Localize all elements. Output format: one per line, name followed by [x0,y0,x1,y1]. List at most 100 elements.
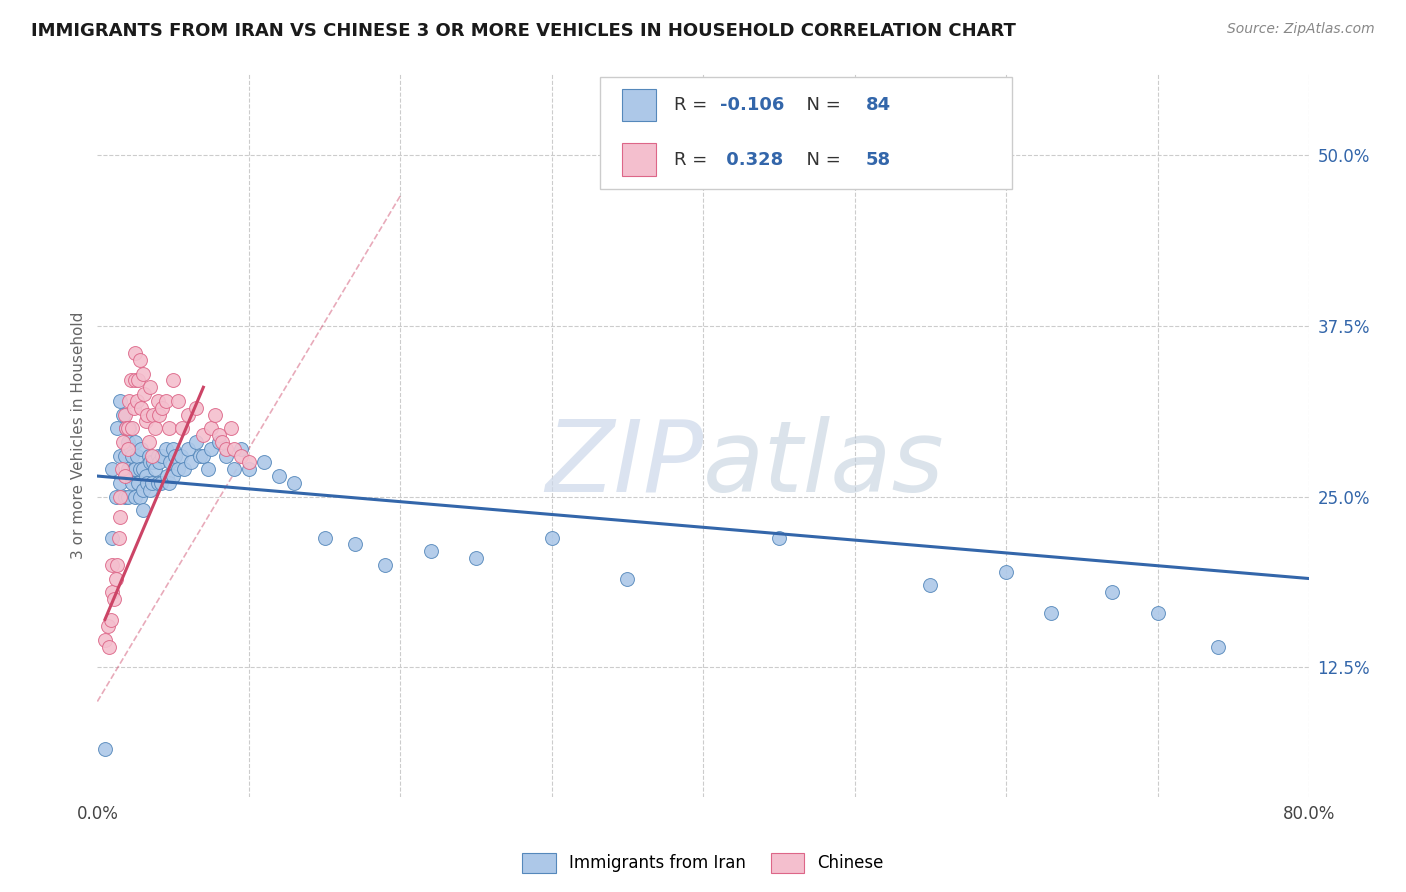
Point [143,421,166,435]
Point [135,414,157,428]
Point [108,393,131,408]
Point [141,449,163,463]
Point [204,408,226,422]
Point [117,421,139,435]
Point [128,462,150,476]
Point [121,475,143,490]
Text: -0.106: -0.106 [720,96,785,114]
Point [157,475,180,490]
Point [124,434,146,449]
Point [103,592,125,607]
Point [152,449,174,463]
Point [112,408,135,422]
Point [995,565,1018,579]
Point [135,469,157,483]
Point [173,462,195,476]
Point [374,558,396,572]
Point [155,442,177,456]
Text: 0.328: 0.328 [720,151,783,169]
Point [117,490,139,504]
Point [193,428,215,442]
Point [117,462,139,476]
Point [200,442,222,456]
Point [149,475,172,490]
Point [211,434,233,449]
FancyBboxPatch shape [600,77,1012,189]
Point [114,408,136,422]
Point [105,421,128,435]
Point [139,455,162,469]
Point [127,373,149,387]
Point [122,462,145,476]
Y-axis label: 3 or more Vehicles in Household: 3 or more Vehicles in Household [72,311,86,558]
Point [104,490,127,504]
Point [129,442,152,456]
Point [231,449,253,463]
Legend: Immigrants from Iran, Chinese: Immigrants from Iran, Chinese [516,847,890,880]
Point [136,475,159,490]
Point [177,442,200,456]
Text: 84: 84 [866,96,890,114]
Point [114,449,136,463]
Point [138,434,160,449]
Text: Source: ZipAtlas.com: Source: ZipAtlas.com [1227,22,1375,37]
Point [155,393,177,408]
Point [120,442,142,456]
Point [115,421,138,435]
Text: R =: R = [673,151,713,169]
Point [343,537,366,551]
Point [94,633,117,648]
Point [94,742,117,756]
Point [105,558,128,572]
Point [768,531,790,545]
Text: atlas: atlas [703,416,945,513]
Point [222,442,245,456]
Point [114,490,136,504]
Point [159,455,181,469]
Point [207,434,229,449]
Text: IMMIGRANTS FROM IRAN VS CHINESE 3 OR MORE VEHICLES IN HOUSEHOLD CORRELATION CHAR: IMMIGRANTS FROM IRAN VS CHINESE 3 OR MOR… [31,22,1015,40]
Point [118,393,141,408]
Point [207,428,229,442]
FancyBboxPatch shape [621,144,655,176]
Point [120,373,142,387]
Point [197,462,219,476]
Point [136,408,159,422]
Point [1040,606,1063,620]
Text: R =: R = [673,96,713,114]
Point [172,421,194,435]
Point [169,449,191,463]
Point [269,469,291,483]
Point [314,531,336,545]
Point [118,421,141,435]
Point [616,572,638,586]
Point [419,544,441,558]
Point [101,462,124,476]
Point [215,449,238,463]
Point [920,578,942,592]
Point [162,442,184,456]
Point [132,503,155,517]
Point [184,434,207,449]
Point [162,469,184,483]
Point [146,475,169,490]
Text: N =: N = [796,96,846,114]
Point [162,373,184,387]
Point [108,475,131,490]
Point [143,462,166,476]
Point [253,455,276,469]
Point [100,613,122,627]
Point [128,352,150,367]
Point [101,585,124,599]
Point [121,421,143,435]
Point [200,421,222,435]
Point [138,449,160,463]
Point [139,380,162,394]
Point [238,455,260,469]
Point [101,531,124,545]
Point [114,469,136,483]
Point [540,531,562,545]
Text: ZIP: ZIP [546,416,703,513]
Point [148,408,170,422]
Point [148,455,170,469]
